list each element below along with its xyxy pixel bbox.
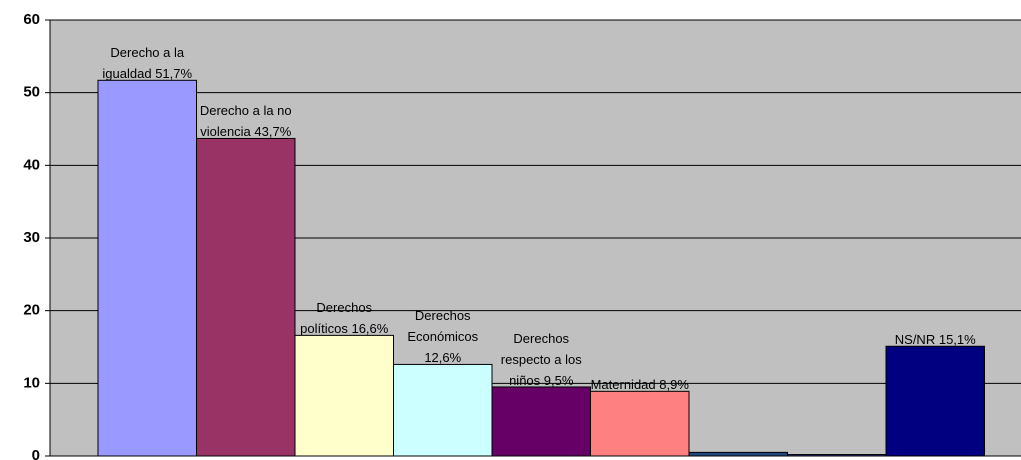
value-label: 15,1% (938, 332, 976, 348)
bar (294, 334, 394, 457)
category-label: Derecho a la igualdad (102, 45, 185, 82)
data-label: Derechos Económicos 12,6% (393, 305, 493, 368)
category-label: Derechos Económicos (407, 308, 479, 345)
category-label: Maternidad (590, 377, 656, 393)
y-tick-label: 30 (23, 229, 40, 246)
y-tick-label: 40 (23, 156, 40, 173)
category-label: Derecho a la no violencia (199, 103, 292, 140)
y-tick-label: 10 (23, 374, 40, 391)
y-tick-label: 0 (32, 447, 40, 460)
category-label: NS/NR (894, 332, 936, 348)
data-label: Derechos respecto a los niños 9,5% (491, 328, 591, 391)
bar (590, 390, 690, 457)
bar (196, 137, 296, 457)
data-label: Maternidad 8,9% (590, 374, 690, 395)
data-label: Derecho a la no violencia 43,7% (196, 100, 296, 142)
bar (885, 345, 985, 457)
bar (688, 451, 788, 457)
value-label: 12,6% (424, 350, 462, 366)
category-label: Derechos políticos (300, 300, 373, 337)
value-label: 43,7% (254, 124, 292, 140)
y-tick-label: 60 (23, 11, 40, 28)
value-label: 8,9% (659, 377, 689, 393)
value-label: 16,6% (351, 321, 389, 337)
bar (97, 79, 197, 457)
y-tick-label: 20 (23, 302, 40, 319)
data-label: Derecho a la igualdad 51,7% (97, 42, 197, 84)
value-label: 51,7% (155, 66, 193, 82)
data-label: Derechos políticos 16,6% (294, 297, 394, 339)
category-label: Derechos respecto a los niños (500, 330, 582, 388)
bar (393, 363, 493, 457)
data-label: NS/NR 15,1% (885, 329, 985, 350)
bar (491, 386, 591, 457)
y-tick-label: 50 (23, 84, 40, 101)
value-label: 9,5% (543, 372, 574, 388)
